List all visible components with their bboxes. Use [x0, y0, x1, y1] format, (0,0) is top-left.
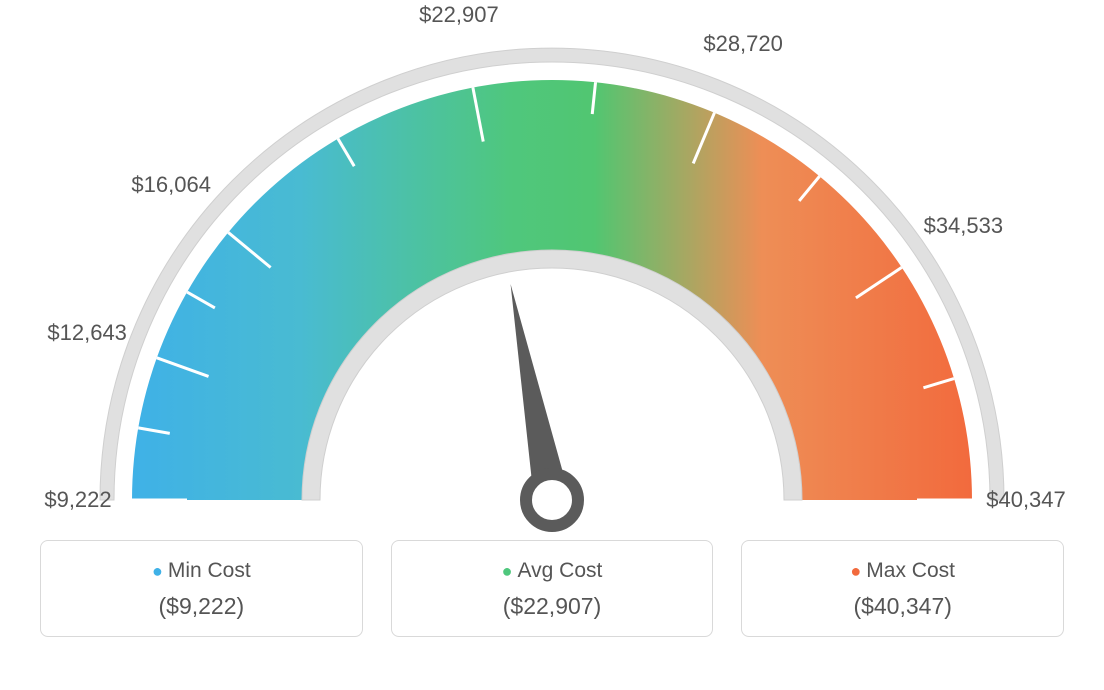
gauge-scale-label: $40,347	[986, 487, 1066, 513]
card-max-title: Max Cost	[752, 559, 1053, 583]
card-avg-cost: Avg Cost ($22,907)	[391, 540, 714, 637]
card-avg-value: ($22,907)	[402, 593, 703, 620]
summary-cards: Min Cost ($9,222) Avg Cost ($22,907) Max…	[0, 540, 1104, 667]
card-max-value: ($40,347)	[752, 593, 1053, 620]
gauge-container: $9,222 $12,643 $16,064 $22,907 $28,720 $34,53…	[0, 0, 1104, 540]
gauge-svg	[0, 0, 1104, 540]
gauge-scale-label: $28,720	[703, 31, 783, 57]
card-avg-title: Avg Cost	[402, 559, 703, 583]
gauge-needle-hub	[526, 474, 578, 526]
gauge-scale-label: $16,064	[131, 172, 211, 198]
gauge-scale-label: $22,907	[419, 2, 499, 28]
card-min-value: ($9,222)	[51, 593, 352, 620]
card-max-cost: Max Cost ($40,347)	[741, 540, 1064, 637]
card-min-title: Min Cost	[51, 559, 352, 583]
card-min-cost: Min Cost ($9,222)	[40, 540, 363, 637]
gauge-scale-label: $9,222	[44, 487, 111, 513]
gauge-scale-label: $34,533	[924, 213, 1004, 239]
gauge-scale-label: $12,643	[47, 320, 127, 346]
